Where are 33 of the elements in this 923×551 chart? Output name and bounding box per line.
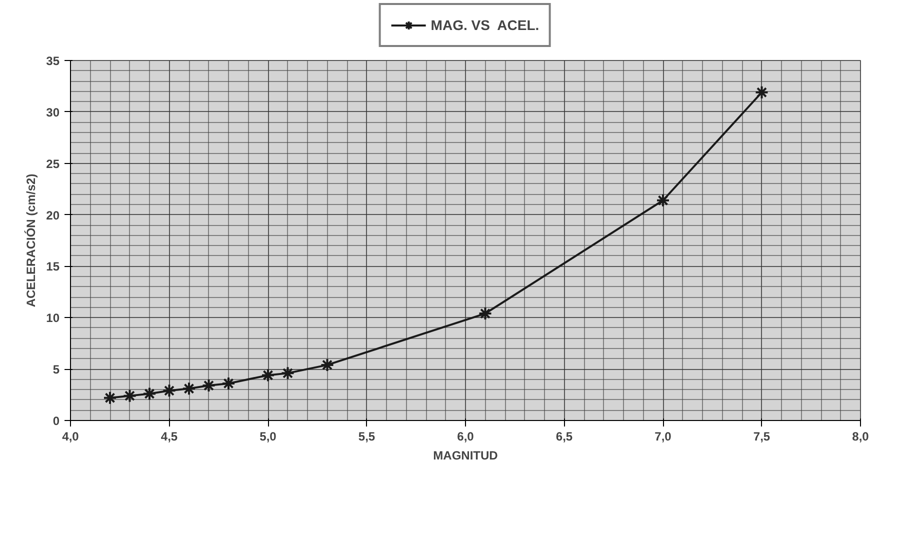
y-tick-label: 25 — [46, 156, 60, 171]
y-tick-label: 30 — [46, 105, 60, 120]
point — [222, 376, 236, 390]
x-axis-title: MAGNITUD — [433, 448, 498, 462]
point — [754, 85, 769, 100]
x-tick-label: 5,5 — [358, 430, 376, 444]
x-tick-label: 4,0 — [62, 430, 80, 444]
x-tick-label: 6,0 — [457, 430, 474, 444]
y-tick-label: 10 — [46, 311, 60, 326]
point — [656, 193, 670, 208]
y-tick-label: 15 — [46, 260, 60, 274]
y-tick-label: 35 — [46, 54, 60, 68]
point — [122, 388, 137, 403]
point — [280, 366, 295, 380]
x-tick-label: 6,5 — [556, 430, 573, 444]
x-tick-label: 7,0 — [654, 430, 672, 444]
point — [261, 368, 275, 382]
x-tick-label: 8,0 — [852, 430, 870, 444]
y-tick-label: 20 — [46, 208, 60, 222]
x-tick-label: 4,5 — [160, 430, 178, 444]
point — [478, 306, 492, 321]
point — [202, 378, 216, 393]
y-tick-label: 0 — [52, 414, 60, 428]
point — [162, 384, 176, 398]
x-tick-label: 5,0 — [260, 430, 277, 444]
x-tick-label: 7,5 — [753, 430, 770, 444]
point — [103, 390, 117, 405]
point — [320, 358, 334, 372]
legend-label: MAG. VS ACEL. — [430, 17, 540, 33]
y-tick-label: 5 — [52, 362, 60, 377]
point — [182, 382, 196, 396]
y-axis-title: ACELERACIÓN (cm/s2) — [24, 174, 38, 308]
point — [142, 386, 156, 401]
